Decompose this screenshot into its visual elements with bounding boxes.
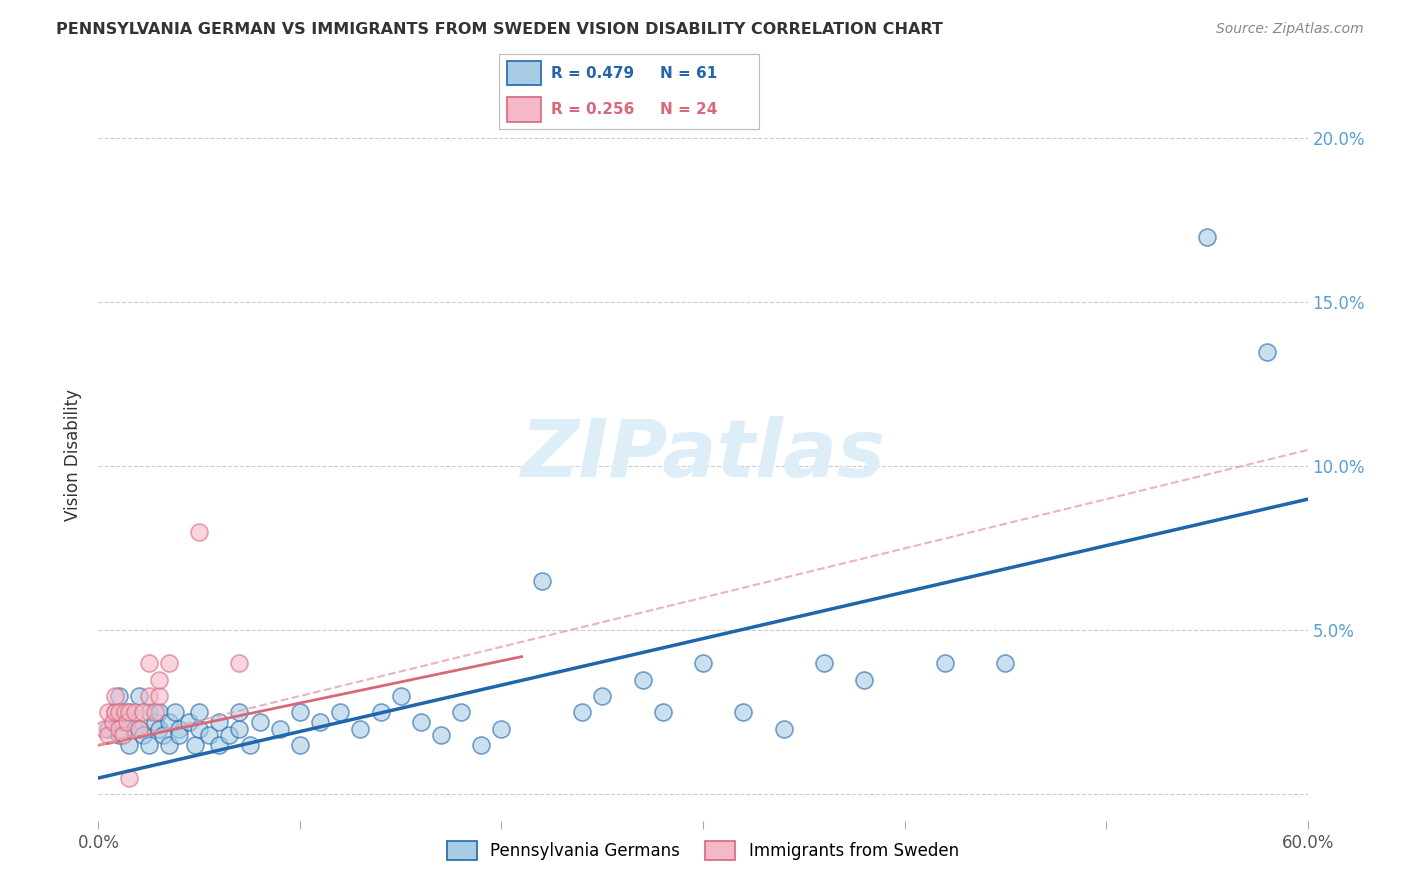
Text: Source: ZipAtlas.com: Source: ZipAtlas.com: [1216, 22, 1364, 37]
Bar: [508, 97, 541, 122]
Point: [208, 738, 231, 752]
Point: [152, 728, 174, 742]
Point: [188, 722, 211, 736]
Point: [128, 722, 150, 736]
Point: [157, 656, 180, 670]
Point: [97, 728, 120, 742]
Point: [138, 656, 160, 670]
Point: [228, 706, 250, 720]
Point: [148, 722, 170, 736]
Point: [97, 706, 120, 720]
Point: [111, 715, 134, 730]
Point: [115, 715, 138, 730]
Point: [103, 706, 125, 720]
Point: [143, 706, 166, 720]
Point: [101, 715, 124, 730]
Point: [198, 728, 221, 742]
Point: [692, 656, 714, 670]
Point: [239, 738, 262, 752]
Point: [107, 706, 129, 720]
Point: [138, 738, 160, 752]
Point: [772, 722, 794, 736]
Y-axis label: Vision Disability: Vision Disability: [65, 389, 83, 521]
Point: [530, 574, 553, 589]
Point: [163, 706, 186, 720]
Point: [188, 524, 211, 539]
Point: [167, 728, 190, 742]
Point: [128, 689, 150, 703]
Point: [934, 656, 956, 670]
Point: [1195, 229, 1218, 244]
Point: [228, 656, 250, 670]
Point: [157, 715, 180, 730]
Point: [157, 738, 180, 752]
Point: [228, 722, 250, 736]
Point: [128, 722, 150, 736]
Point: [124, 722, 146, 736]
Bar: [508, 62, 541, 86]
Point: [148, 706, 170, 720]
Point: [138, 706, 160, 720]
Point: [208, 715, 231, 730]
Point: [288, 738, 311, 752]
Point: [309, 715, 332, 730]
Point: [249, 715, 271, 730]
Point: [138, 689, 160, 703]
Point: [651, 706, 673, 720]
Point: [124, 706, 146, 720]
Point: [853, 673, 876, 687]
Point: [179, 715, 201, 730]
Text: R = 0.479: R = 0.479: [551, 66, 634, 81]
Point: [349, 722, 371, 736]
Point: [218, 728, 240, 742]
Point: [370, 706, 392, 720]
Point: [813, 656, 835, 670]
Point: [97, 722, 120, 736]
Point: [188, 706, 211, 720]
Point: [93, 722, 115, 736]
Text: N = 61: N = 61: [661, 66, 717, 81]
Point: [269, 722, 291, 736]
Point: [132, 706, 155, 720]
Point: [167, 722, 190, 736]
Point: [148, 673, 170, 687]
Point: [450, 706, 472, 720]
Point: [470, 738, 492, 752]
Point: [107, 689, 129, 703]
Point: [118, 706, 141, 720]
Point: [389, 689, 412, 703]
Point: [329, 706, 352, 720]
Point: [409, 715, 432, 730]
Point: [571, 706, 593, 720]
Point: [118, 771, 141, 785]
Point: [430, 728, 453, 742]
Point: [107, 728, 129, 742]
Point: [114, 706, 136, 720]
Point: [107, 722, 129, 736]
Point: [132, 728, 155, 742]
Point: [103, 706, 125, 720]
Point: [994, 656, 1017, 670]
Point: [118, 706, 141, 720]
Point: [148, 689, 170, 703]
Point: [733, 706, 755, 720]
Point: [143, 715, 166, 730]
Legend: Pennsylvania Germans, Immigrants from Sweden: Pennsylvania Germans, Immigrants from Sw…: [440, 835, 966, 867]
Point: [111, 728, 134, 742]
Text: R = 0.256: R = 0.256: [551, 102, 634, 117]
Point: [631, 673, 654, 687]
Point: [288, 706, 311, 720]
Point: [591, 689, 613, 703]
Point: [1256, 344, 1278, 359]
Point: [184, 738, 207, 752]
Text: ZIPatlas: ZIPatlas: [520, 416, 886, 494]
Text: PENNSYLVANIA GERMAN VS IMMIGRANTS FROM SWEDEN VISION DISABILITY CORRELATION CHAR: PENNSYLVANIA GERMAN VS IMMIGRANTS FROM S…: [56, 22, 943, 37]
Point: [103, 689, 125, 703]
Point: [118, 738, 141, 752]
Point: [491, 722, 513, 736]
Text: N = 24: N = 24: [661, 102, 718, 117]
